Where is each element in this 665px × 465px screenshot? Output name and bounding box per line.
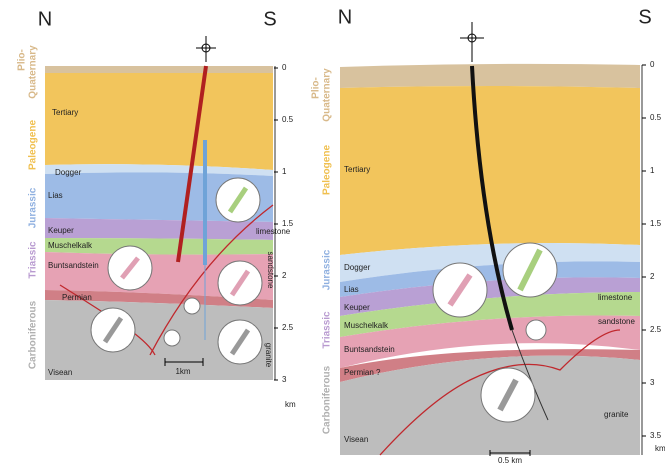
formation-label: Tertiary xyxy=(344,165,370,174)
fault xyxy=(149,204,274,356)
depth-tick-label: 3 xyxy=(282,375,287,384)
formation-label: Tertiary xyxy=(52,108,78,117)
depth-tick-label: 1 xyxy=(282,167,287,176)
layer-buntsandstein xyxy=(340,315,640,368)
rose-diagrams xyxy=(432,242,558,423)
era-label: Quaternary xyxy=(28,45,39,99)
annotation-label: limestone xyxy=(598,293,633,302)
rose-petals xyxy=(102,186,251,356)
formation-label: Keuper xyxy=(344,303,370,312)
depth-tick-label: 2.5 xyxy=(650,325,662,334)
era-label: Paleogene xyxy=(322,145,333,195)
annotation-label: limestone xyxy=(256,227,291,236)
south-label: S xyxy=(638,6,651,28)
depth-tick-label: 3 xyxy=(650,378,655,387)
depth-tick-label: 1.5 xyxy=(650,219,662,228)
formation-label: Keuper xyxy=(48,226,74,235)
layer-plio xyxy=(45,66,273,73)
formation-label: Visean xyxy=(344,435,368,444)
depth-tick-label: 0.5 xyxy=(650,113,662,122)
scale-bar xyxy=(164,358,204,366)
formation-label: Muschelkalk xyxy=(48,241,93,250)
era-label: Plio- xyxy=(17,49,28,71)
era-label: Carboniferous xyxy=(322,365,333,434)
layer-tertiary xyxy=(45,73,273,170)
layer-keuper xyxy=(45,218,273,240)
scale-bar xyxy=(489,450,531,456)
well-path xyxy=(176,65,208,263)
era-label: Quaternary xyxy=(322,68,333,122)
rose-petals xyxy=(447,248,543,412)
formation-label: Dogger xyxy=(344,263,371,272)
wellhead xyxy=(460,22,484,62)
north-label: N xyxy=(38,8,52,30)
formation-label: Visean xyxy=(48,368,72,377)
scale-bar-label: 1km xyxy=(175,367,190,376)
formation-label: Dogger xyxy=(55,168,82,177)
well-path-deep xyxy=(511,329,549,421)
wellhead xyxy=(196,36,216,62)
era-label: Carboniferous xyxy=(28,300,39,369)
depth-tick-label: 2 xyxy=(282,271,287,280)
layer-keuper xyxy=(340,277,640,316)
formation-label: Permian xyxy=(62,293,92,302)
annotation-label: granite xyxy=(604,410,629,419)
layer-dogger xyxy=(340,242,640,282)
annotation-label: sandstone xyxy=(598,317,635,326)
formation-label: Lias xyxy=(48,191,63,200)
north-label: N xyxy=(338,6,352,28)
scale-bar-label: 0.5 km xyxy=(498,456,522,465)
depth-tick-label: 2.5 xyxy=(282,323,294,332)
layer-tertiary xyxy=(340,86,640,255)
south-label: S xyxy=(263,8,276,30)
well-path xyxy=(470,65,514,331)
era-label: Triassic xyxy=(28,241,39,279)
depth-tick-label: 1 xyxy=(650,166,655,175)
formation-label: Permian ? xyxy=(344,368,381,377)
fault xyxy=(379,329,621,456)
depth-tick-label: 0 xyxy=(282,63,287,72)
depth-tick-label: 3.5 xyxy=(650,431,662,440)
depth-tick-label: 2 xyxy=(650,272,655,281)
depth-tick-label: 1.5 xyxy=(282,219,294,228)
depth-tick-label: 0 xyxy=(650,60,655,69)
right-section xyxy=(340,22,643,456)
era-label: Jurassic xyxy=(322,249,333,290)
formation-label: Buntsandstein xyxy=(48,261,99,270)
layer-dogger xyxy=(45,164,273,176)
layer-lias xyxy=(340,261,640,297)
rose-diagrams xyxy=(90,177,263,365)
formation-label: Buntsandstein xyxy=(344,345,395,354)
layer-permian xyxy=(340,349,640,382)
layer-muschelkalk xyxy=(45,238,273,255)
annotation-label: granite xyxy=(264,343,273,368)
era-label: Jurassic xyxy=(28,187,39,228)
era-label: Plio- xyxy=(311,77,322,99)
layer-buntsandstein xyxy=(45,252,273,300)
formation-label: Muschelkalk xyxy=(344,321,389,330)
layer-muschelkalk xyxy=(340,292,640,337)
era-label: Triassic xyxy=(322,311,333,349)
formation-label: Lias xyxy=(344,285,359,294)
left-section xyxy=(45,36,276,380)
layer-lias xyxy=(45,172,273,222)
depth-unit: km xyxy=(285,400,296,409)
annotation-label: sandstone xyxy=(266,252,275,289)
layer-permian xyxy=(45,290,273,308)
era-label: Paleogene xyxy=(28,120,39,170)
depth-tick-label: 0.5 xyxy=(282,115,294,124)
depth-unit: km xyxy=(655,444,665,453)
layer-plio xyxy=(340,63,640,88)
